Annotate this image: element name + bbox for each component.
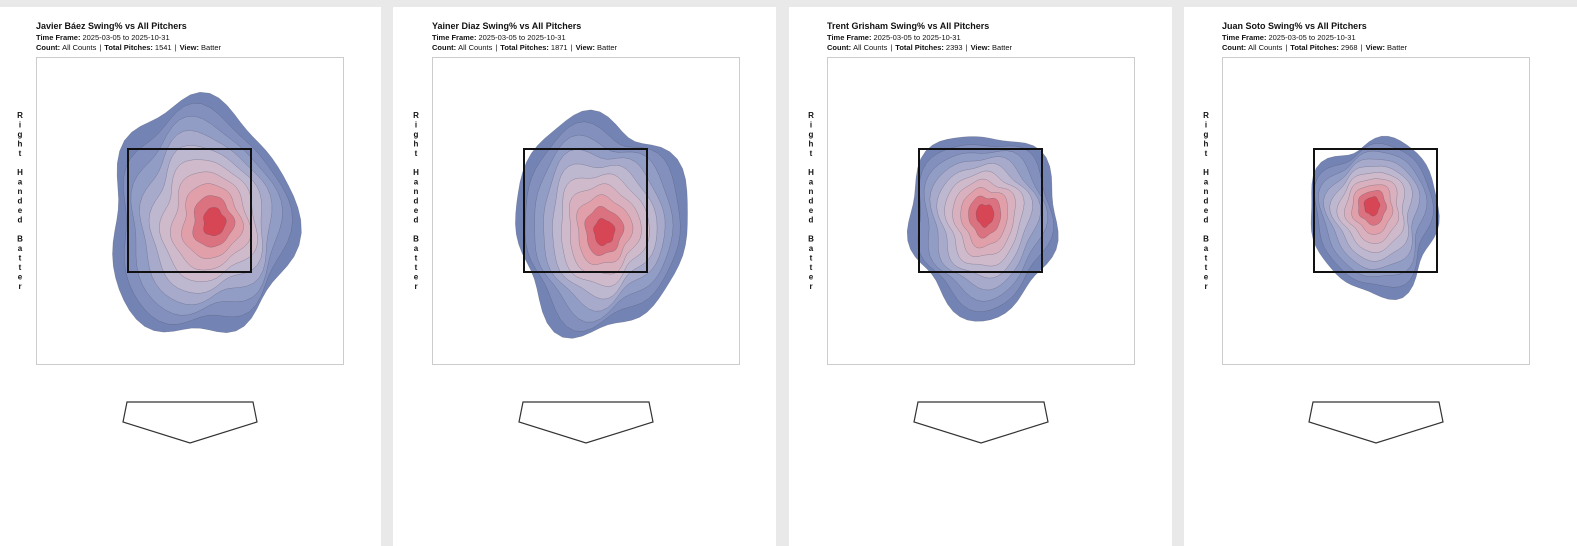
time-frame-label: Time Frame: [827, 33, 871, 42]
count-value: All Counts [1248, 43, 1282, 52]
count-value: All Counts [62, 43, 96, 52]
count-value: All Counts [458, 43, 492, 52]
time-frame-label: Time Frame: [36, 33, 80, 42]
count-value: All Counts [853, 43, 887, 52]
time-frame-value: 2025-03-05 to 2025-10-31 [478, 33, 565, 42]
time-frame: Time Frame: 2025-03-05 to 2025-10-31 [36, 33, 170, 42]
count-label: Count: [432, 43, 456, 52]
separator: | [571, 43, 573, 52]
panel-title: Juan Soto Swing% vs All Pitchers [1222, 21, 1367, 31]
panel: Javier Báez Swing% vs All Pitchers Time F… [17, 21, 344, 444]
total-pitches-label: Total Pitches: [1290, 43, 1339, 52]
view-label: View: [576, 43, 595, 52]
count-line: Count: All Counts | Total Pitches: 2968 | View… [1222, 43, 1408, 52]
total-pitches-label: Total Pitches: [895, 43, 944, 52]
home-plate [122, 401, 258, 444]
time-frame-label: Time Frame: [432, 33, 476, 42]
density-contour [1363, 196, 1381, 217]
total-pitches-value: 1541 [155, 43, 172, 52]
view-label: View: [971, 43, 990, 52]
separator: | [175, 43, 177, 52]
time-frame: Time Frame: 2025-03-05 to 2025-10-31 [827, 33, 961, 42]
strike-zone [918, 148, 1043, 273]
view-value: Batter [201, 43, 222, 52]
time-frame-value: 2025-03-05 to 2025-10-31 [873, 33, 960, 42]
panel-title: Trent Grisham Swing% vs All Pitchers [827, 21, 989, 31]
view-value: Batter [1387, 43, 1408, 52]
panel-title: Yainer Diaz Swing% vs All Pitchers [432, 21, 581, 31]
home-plate [518, 401, 654, 444]
panel: Trent Grisham Swing% vs All Pitchers Time… [808, 21, 1135, 444]
total-pitches-value: 2393 [946, 43, 963, 52]
view-label: View: [180, 43, 199, 52]
count-line: Count: All Counts | Total Pitches: 1871 | View… [432, 43, 618, 52]
count-label: Count: [36, 43, 60, 52]
separator: | [1361, 43, 1363, 52]
total-pitches-label: Total Pitches: [104, 43, 153, 52]
total-pitches-value: 2968 [1341, 43, 1358, 52]
separator: | [1285, 43, 1287, 52]
separator: | [99, 43, 101, 52]
time-frame: Time Frame: 2025-03-05 to 2025-10-31 [1222, 33, 1356, 42]
home-plate [1308, 401, 1444, 444]
time-frame-value: 2025-03-05 to 2025-10-31 [82, 33, 169, 42]
separator: | [966, 43, 968, 52]
count-label: Count: [1222, 43, 1246, 52]
view-value: Batter [992, 43, 1013, 52]
total-pitches-value: 1871 [551, 43, 568, 52]
time-frame-value: 2025-03-05 to 2025-10-31 [1268, 33, 1355, 42]
separator: | [890, 43, 892, 52]
count-label: Count: [827, 43, 851, 52]
density-contour [593, 218, 616, 247]
count-line: Count: All Counts | Total Pitches: 2393 | View… [827, 43, 1013, 52]
density-contour [203, 207, 227, 237]
strike-zone [1313, 148, 1438, 273]
time-frame-label: Time Frame: [1222, 33, 1266, 42]
strike-zone [523, 148, 648, 273]
home-plate [913, 401, 1049, 444]
strike-zone [127, 148, 252, 273]
view-value: Batter [597, 43, 618, 52]
panel-title: Javier Báez Swing% vs All Pitchers [36, 21, 187, 31]
panel: Yainer Diaz Swing% vs All Pitchers Time F… [413, 21, 740, 444]
panel: Juan Soto Swing% vs All Pitchers Time Fra… [1203, 21, 1530, 444]
time-frame: Time Frame: 2025-03-05 to 2025-10-31 [432, 33, 566, 42]
separator: | [495, 43, 497, 52]
density-contour [975, 204, 995, 228]
total-pitches-label: Total Pitches: [500, 43, 549, 52]
count-line: Count: All Counts | Total Pitches: 1541 | View… [36, 43, 222, 52]
view-label: View: [1366, 43, 1385, 52]
